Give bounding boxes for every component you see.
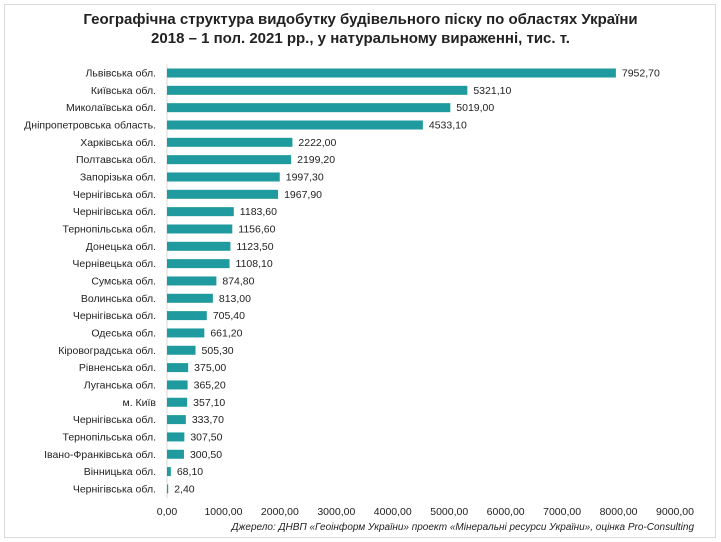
value-label: 1156,60	[238, 223, 275, 235]
value-label: 333,70	[192, 414, 224, 426]
x-tick-label: 7000,00	[543, 506, 581, 518]
category-label: Чернівецька обл.	[72, 258, 156, 270]
category-label: Луганська обл.	[84, 379, 156, 391]
category-label: Харківська обл.	[80, 137, 156, 149]
category-label: Вінницька обл.	[84, 466, 156, 478]
x-tick-label: 5000,00	[430, 506, 468, 518]
value-label: 1997,30	[286, 171, 324, 183]
chart-title: Географічна структура видобутку будівель…	[0, 10, 721, 48]
bar	[167, 432, 185, 442]
chart-title-line-1: Географічна структура видобутку будівель…	[83, 11, 638, 28]
category-label: Полтавська обл.	[76, 154, 156, 166]
category-label: Миколаївська обл.	[66, 102, 156, 114]
category-label: Чернігівська обл.	[73, 483, 156, 495]
chart-title-line-2: 2018 – 1 пол. 2021 рр., у натуральному в…	[151, 30, 570, 47]
value-label: 307,50	[190, 431, 222, 443]
value-label: 5321,10	[473, 85, 511, 97]
value-label: 5019,00	[456, 102, 494, 114]
x-tick-label: 3000,00	[317, 506, 355, 518]
bar	[167, 224, 233, 234]
category-label: Запорізька обл.	[80, 171, 156, 183]
value-label: 365,20	[194, 379, 226, 391]
value-label: 1108,10	[236, 258, 273, 270]
value-label: 661,20	[210, 327, 242, 339]
x-tick-label: 9000,00	[656, 506, 694, 518]
bar	[167, 259, 230, 269]
value-label: 2199,20	[297, 154, 335, 166]
value-label: 7952,70	[622, 68, 660, 80]
category-label: Донецька обл.	[86, 241, 156, 253]
value-label: 705,40	[213, 310, 245, 322]
bar	[167, 155, 292, 165]
bar	[167, 328, 205, 338]
bar	[167, 449, 184, 459]
category-label: Чернігівська обл.	[73, 206, 156, 218]
category-label: Львівська обл.	[86, 68, 156, 80]
value-label: 1123,50	[236, 241, 273, 253]
bar	[167, 172, 280, 182]
category-label: Кіровоградська обл.	[58, 345, 156, 357]
bar	[167, 467, 171, 477]
category-label: Одеська обл.	[91, 327, 156, 339]
category-label: Чернігівська обл.	[73, 310, 156, 322]
x-tick-label: 8000,00	[600, 506, 638, 518]
value-label: 1967,90	[284, 189, 322, 201]
bar	[167, 397, 188, 407]
bar	[167, 189, 279, 199]
bar	[167, 484, 169, 494]
chart-frame	[4, 4, 716, 538]
category-label: Чернігівська обл.	[73, 414, 156, 426]
value-label: 505,30	[202, 345, 234, 357]
value-label: 4533,10	[429, 119, 467, 131]
category-label: Чернігівська обл.	[73, 189, 156, 201]
bar	[167, 345, 196, 355]
bar	[167, 276, 217, 286]
bar	[167, 293, 213, 303]
bar	[167, 68, 616, 78]
value-label: 2222,00	[298, 137, 336, 149]
category-label: Дніпропетровська область.	[24, 119, 156, 131]
x-tick-label: 0,00	[157, 506, 178, 518]
bar	[167, 241, 231, 251]
category-label: Тернопільська обл.	[63, 431, 157, 443]
value-label: 300,50	[190, 449, 222, 461]
value-label: 1183,60	[240, 206, 277, 218]
category-label: м. Київ	[122, 397, 156, 409]
category-label: Волинська обл.	[81, 293, 156, 305]
bar	[167, 415, 186, 425]
category-label: Рівненська обл.	[79, 362, 156, 374]
value-label: 813,00	[219, 293, 251, 305]
category-label: Івано-Франківська обл.	[44, 449, 156, 461]
source-note: Джерело: ДНВП «Геоінформ України» проект…	[231, 522, 694, 533]
bar	[167, 137, 293, 147]
value-label: 874,80	[222, 275, 254, 287]
bar	[167, 207, 234, 217]
category-label: Сумська обл.	[91, 275, 156, 287]
value-label: 357,10	[193, 397, 225, 409]
category-label: Київська обл.	[91, 85, 156, 97]
bar	[167, 85, 468, 95]
bar	[167, 380, 188, 390]
bar	[167, 311, 207, 321]
bar	[167, 120, 423, 130]
x-tick-label: 4000,00	[374, 506, 412, 518]
x-tick-label: 6000,00	[487, 506, 525, 518]
bar	[167, 103, 451, 113]
bar	[167, 363, 189, 373]
x-tick-label: 2000,00	[261, 506, 299, 518]
category-label: Тернопільська обл.	[63, 223, 157, 235]
x-tick-label: 1000,00	[204, 506, 242, 518]
value-label: 68,10	[177, 466, 203, 478]
value-label: 2,40	[174, 483, 195, 495]
value-label: 375,00	[194, 362, 226, 374]
